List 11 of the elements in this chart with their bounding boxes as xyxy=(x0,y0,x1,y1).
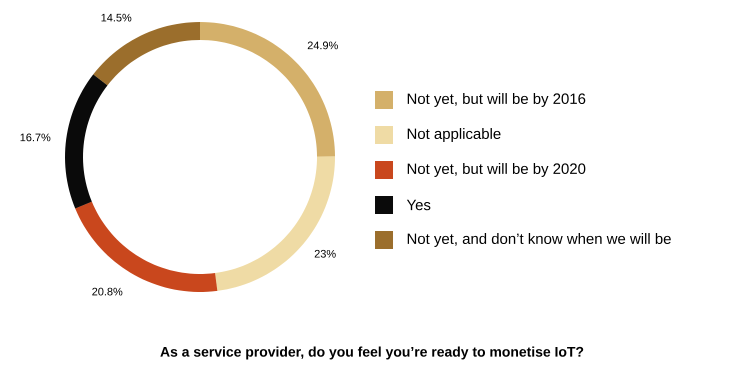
data-label: 23% xyxy=(314,250,336,258)
legend-label: Not applicable xyxy=(408,128,501,142)
legend-label: Not yet, but will be by 2020 xyxy=(408,163,586,177)
data-label: 16.7% xyxy=(20,134,50,142)
data-label: 20.8% xyxy=(92,288,122,296)
data-label: 24.9% xyxy=(308,42,338,50)
data-label: 14.5% xyxy=(102,14,132,22)
text: As a service provider, do you feel you’re ready to monetise IoT? xyxy=(160,346,584,360)
legend-label: Not yet, and don’t know when we will be xyxy=(408,233,671,247)
legend-label: Not yet, but will be by 2016 xyxy=(408,93,586,107)
legend-label: Yes xyxy=(406,200,430,210)
